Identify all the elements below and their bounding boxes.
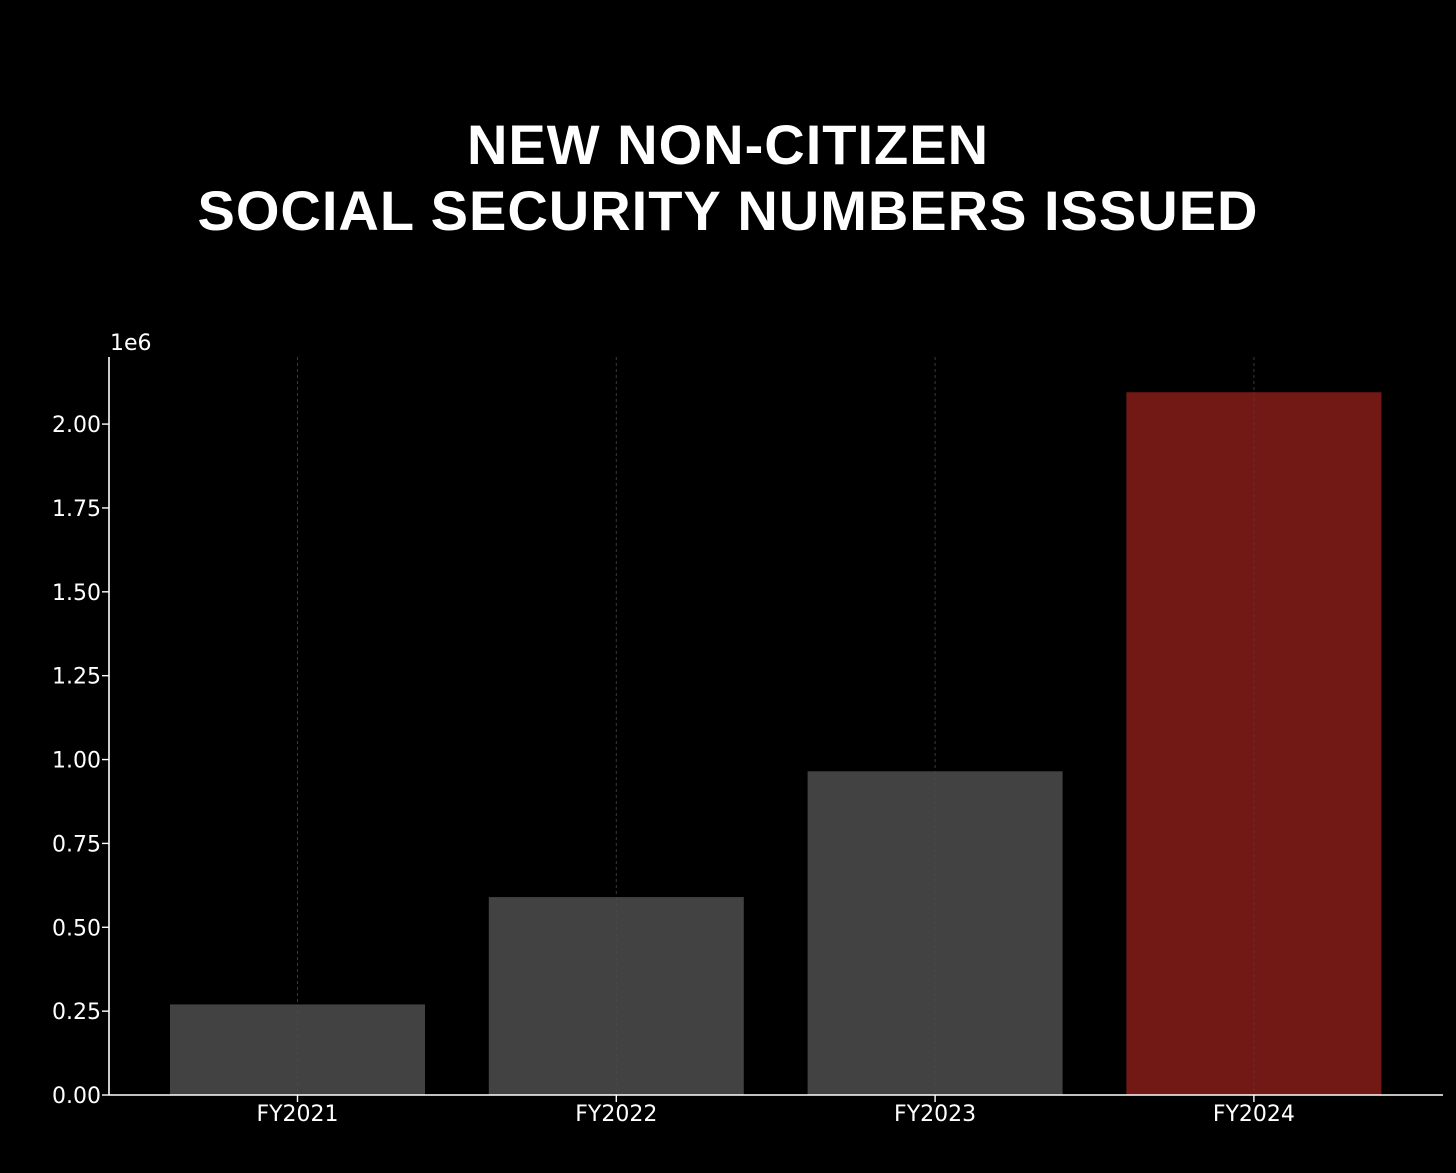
bar-fy2021 bbox=[170, 1004, 425, 1095]
chart-title: NEW NON-CITIZEN SOCIAL SECURITY NUMBERS … bbox=[0, 112, 1456, 244]
y-tick-label: 0.75 bbox=[52, 832, 101, 857]
grid-overlay bbox=[297, 392, 1255, 1095]
bar-fy2022 bbox=[488, 897, 744, 1095]
bars bbox=[170, 392, 1382, 1095]
y-tick-label: 0.50 bbox=[52, 916, 101, 941]
x-tick-label-fy2021: FY2021 bbox=[256, 1102, 338, 1127]
bar-fy2023 bbox=[807, 771, 1063, 1095]
y-tick-label: 0.00 bbox=[52, 1084, 101, 1109]
chart-title-line-1: NEW NON-CITIZEN bbox=[466, 113, 990, 176]
y-tick-label: 1.00 bbox=[52, 749, 101, 774]
axes bbox=[108, 357, 1443, 1096]
y-tick-label: 1.75 bbox=[52, 497, 101, 522]
x-tick-label-fy2023: FY2023 bbox=[894, 1102, 976, 1127]
y-tick-label: 1.50 bbox=[52, 581, 101, 606]
bar-fy2024 bbox=[1126, 392, 1382, 1095]
grid-lines bbox=[297, 357, 1255, 1095]
x-tick-label-fy2024: FY2024 bbox=[1213, 1102, 1295, 1127]
x-tick-label-fy2022: FY2022 bbox=[575, 1102, 657, 1127]
y-tick-label: 2.00 bbox=[52, 413, 101, 438]
y-tick-label: 1.25 bbox=[52, 665, 101, 690]
ticks: 0.00 0.25 0.50 0.75 1.00 1.25 1.50 1.75 2.00 FY20… bbox=[52, 413, 1295, 1127]
y-axis-offset-label: 1e6 bbox=[110, 331, 152, 356]
chart-title-line-2: SOCIAL SECURITY NUMBERS ISSUED bbox=[197, 179, 1259, 242]
y-tick-label: 0.25 bbox=[52, 1000, 101, 1025]
